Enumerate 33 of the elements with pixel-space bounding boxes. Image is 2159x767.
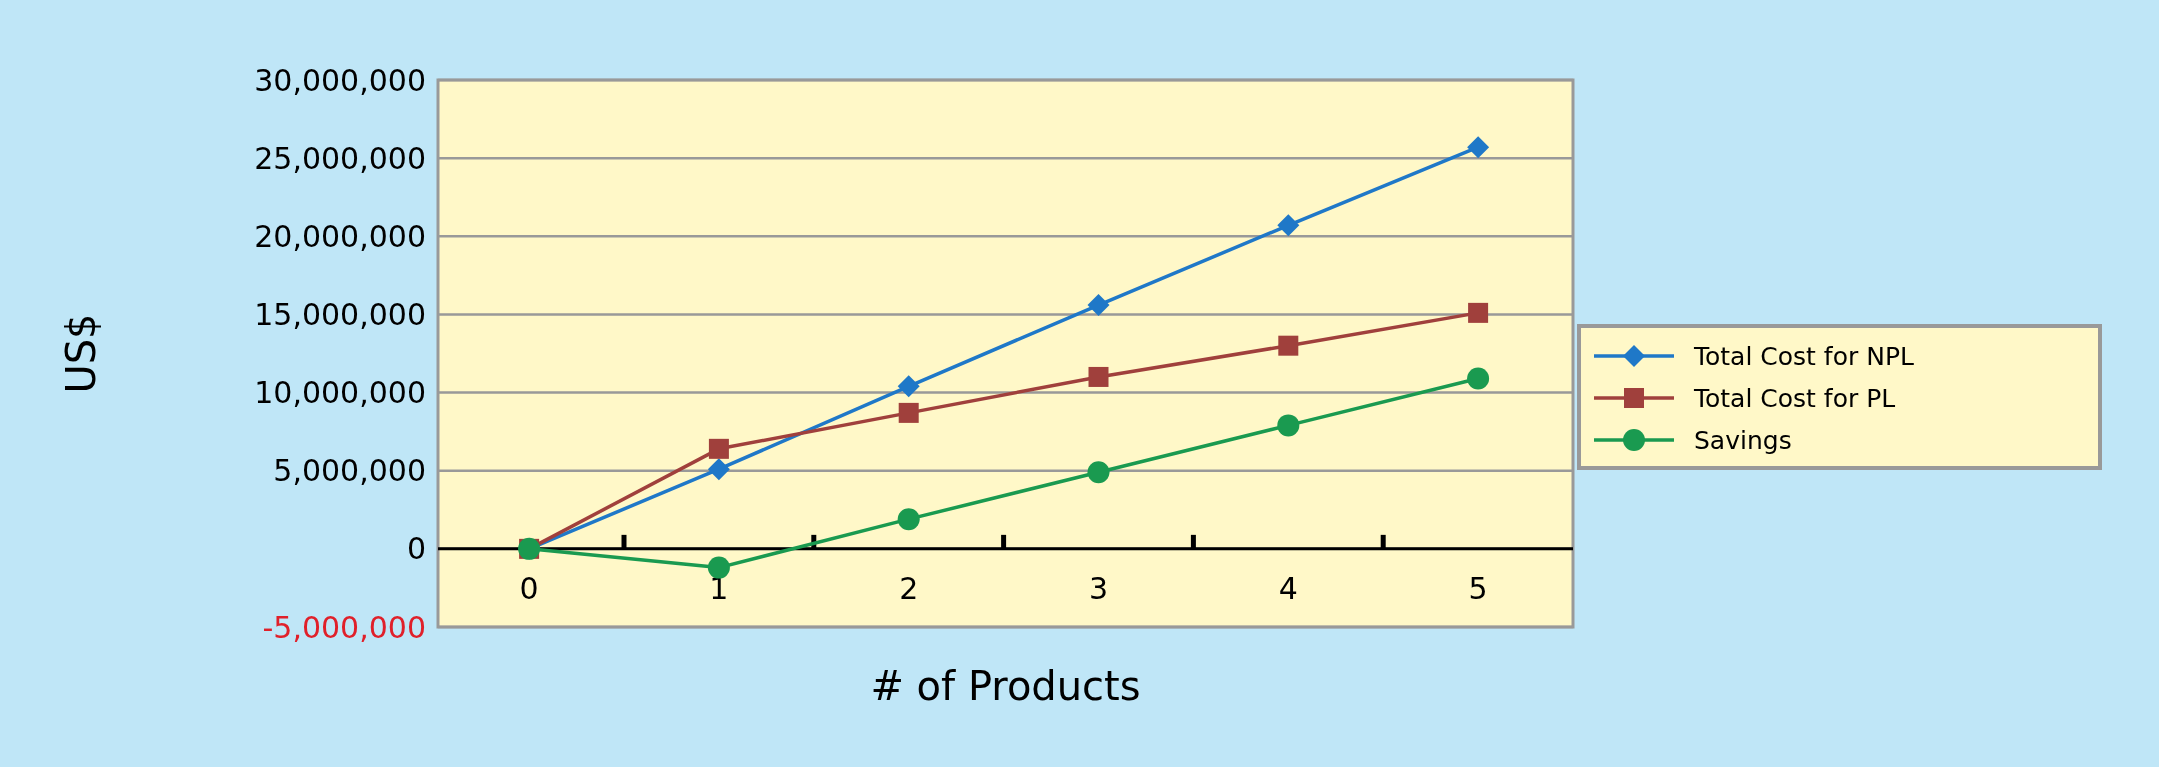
y-tick-label: -5,000,000 [262,609,426,645]
point [1278,335,1299,356]
y-tick-label: 10,000,000 [254,375,426,411]
y-tick-label: 5,000,000 [273,453,426,489]
y-tick-label: 30,000,000 [254,62,426,98]
point [1277,414,1300,437]
y-tick-label: 0 [406,531,426,567]
x-tick-label: 3 [1088,570,1109,606]
legend-label: Savings [1694,425,1792,455]
point [1468,302,1489,323]
point [897,375,920,398]
point [707,458,730,481]
legend-label: Total Cost for PL [1693,383,1896,413]
point [1088,366,1109,387]
x-axis-title: # of Products [870,663,1141,709]
x-tick-label: 0 [519,570,539,606]
y-tick-label: 20,000,000 [254,218,426,254]
y-tick-label: 15,000,000 [254,296,426,332]
legend-label: Total Cost for NPL [1693,341,1914,371]
x-tick-label: 4 [1278,570,1298,606]
point [707,556,730,579]
point [1087,461,1110,484]
point [897,508,920,531]
x-tick-label: 5 [1468,570,1488,606]
point [1467,136,1490,159]
y-axis-title: US$ [58,313,104,394]
point [1277,214,1300,237]
y-tick-label: 25,000,000 [254,140,426,176]
point [898,402,919,423]
point [708,438,729,459]
x-tick-label: 2 [899,570,919,606]
point [1087,294,1110,317]
point [1467,367,1490,390]
